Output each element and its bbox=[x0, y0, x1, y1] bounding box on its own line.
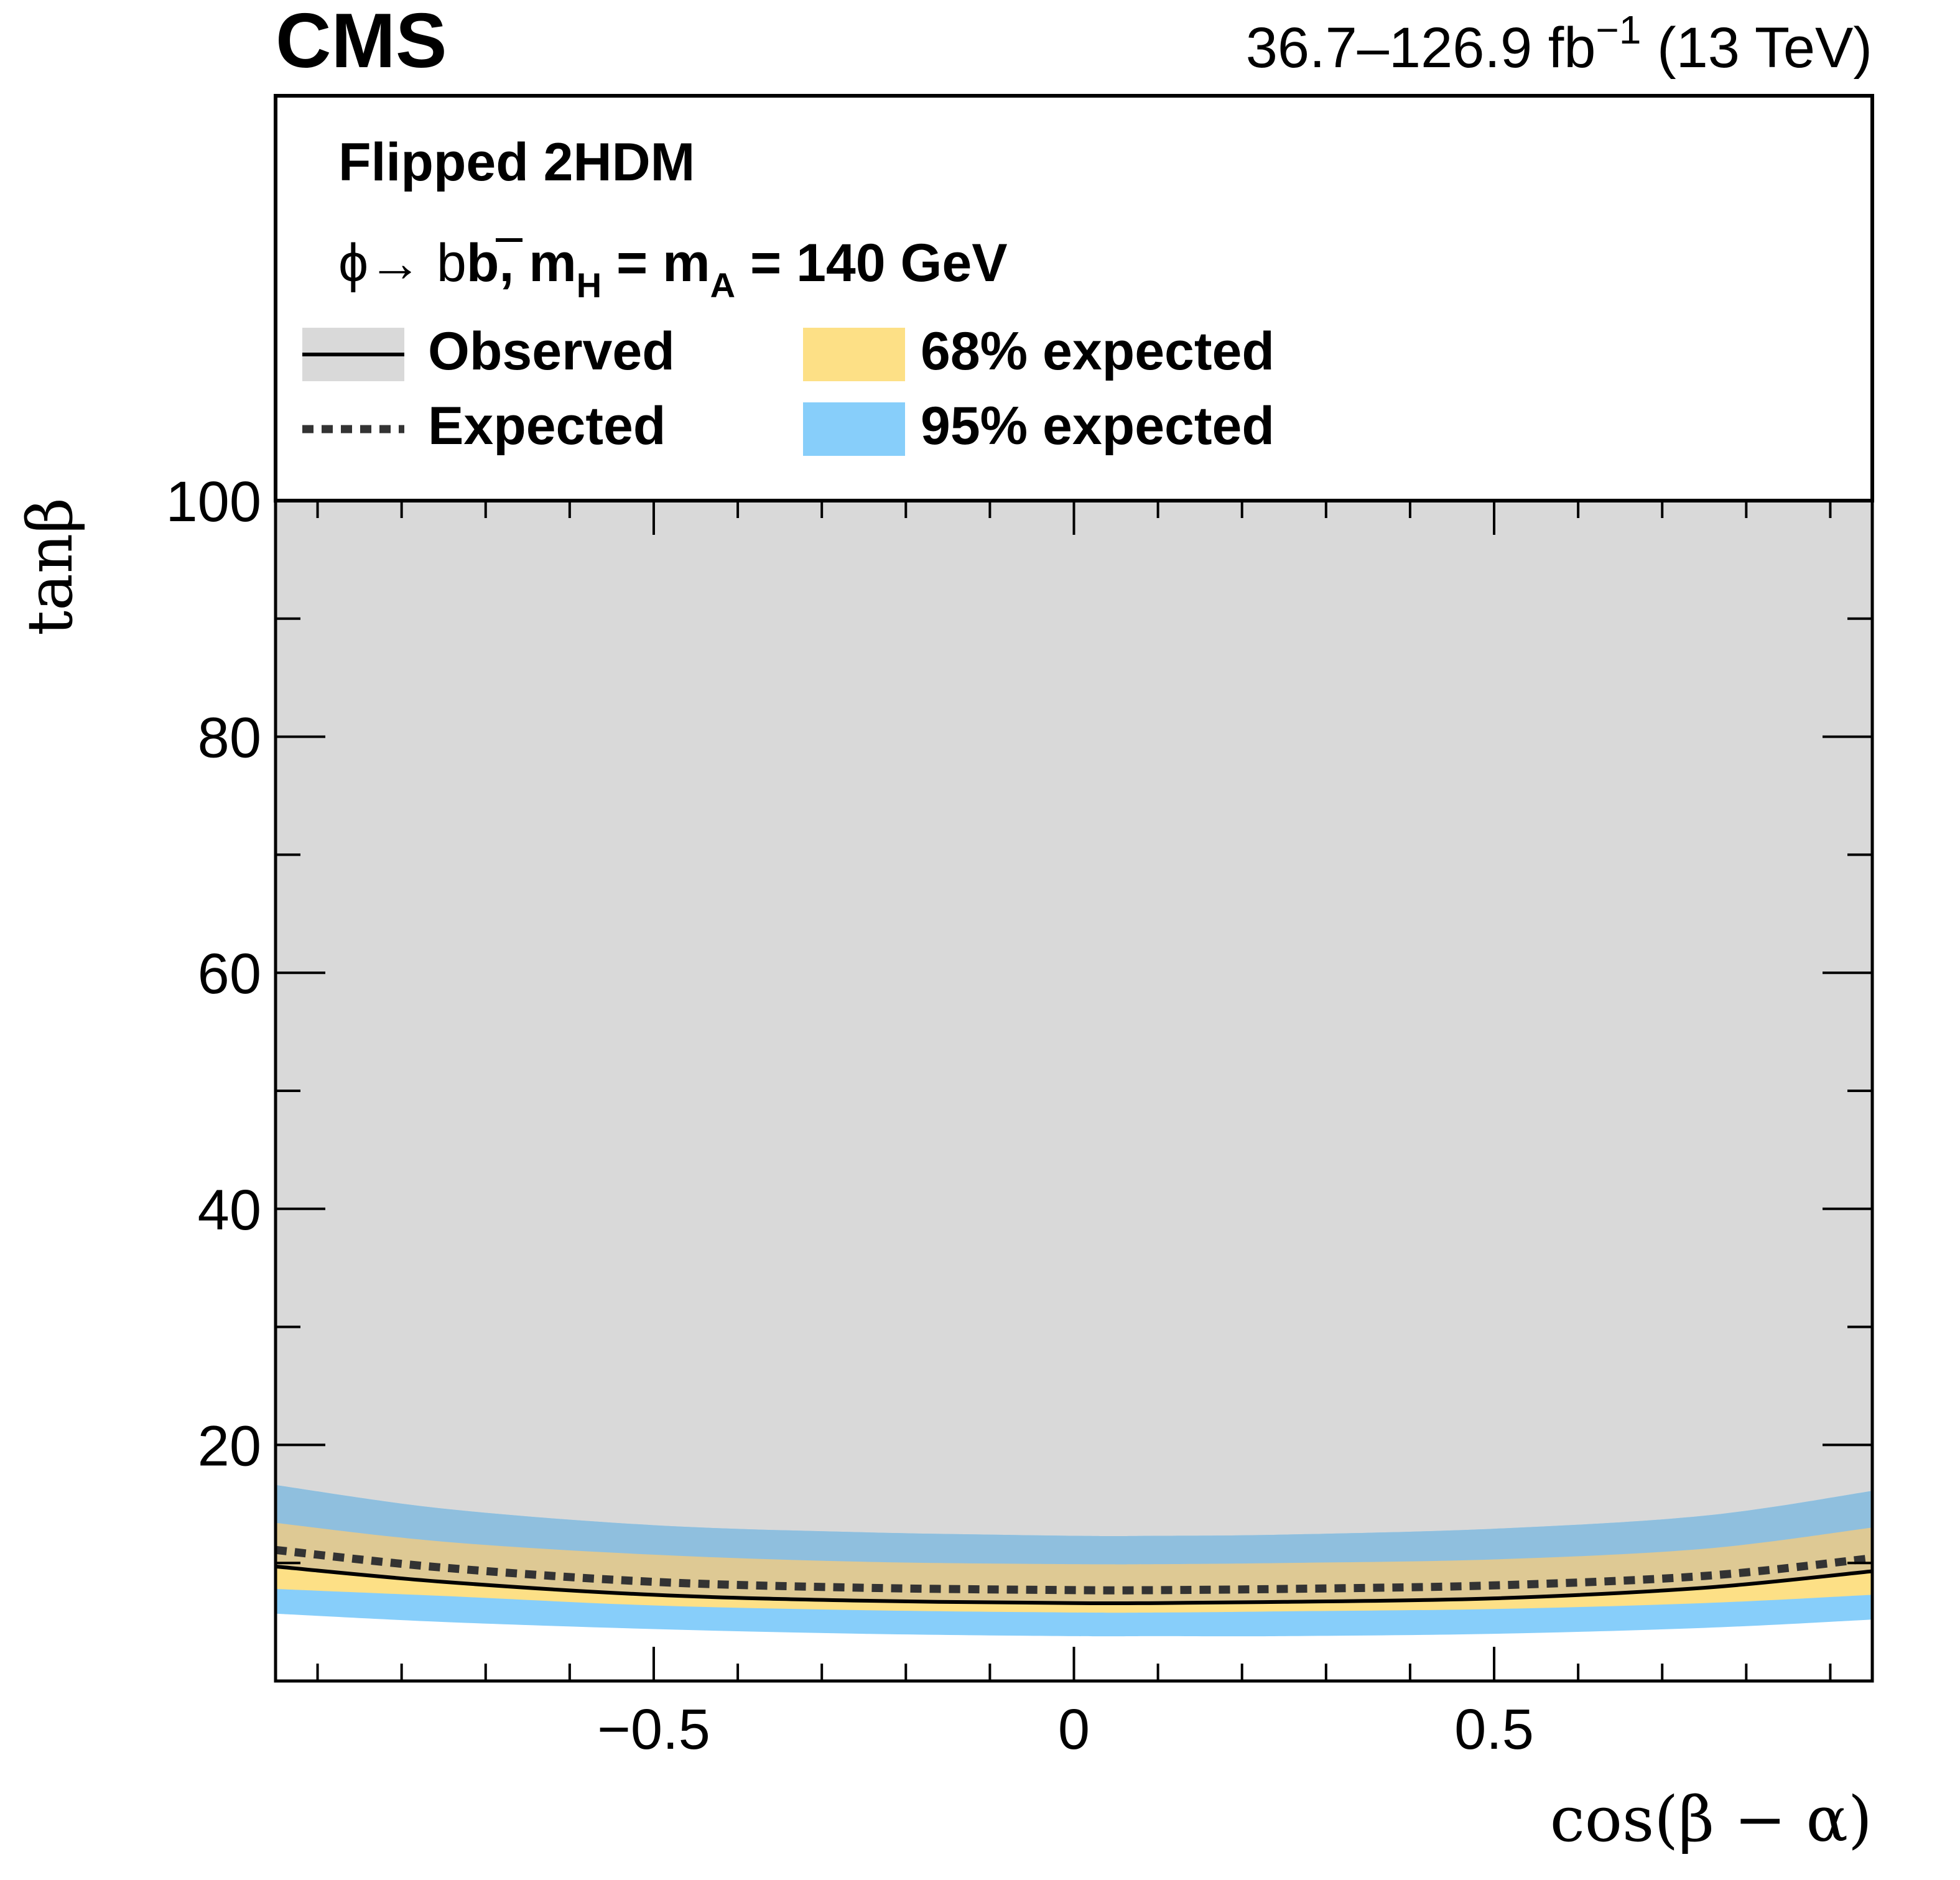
legend-model: Flipped 2HDM bbox=[338, 132, 695, 192]
legend-expected-label: Expected bbox=[428, 396, 666, 456]
x-tick-label: 0 bbox=[1058, 1698, 1090, 1761]
legend: Flipped 2HDM ϕ→ bb, mH = mA = 140 GeV Ob… bbox=[274, 94, 1874, 502]
plot-region bbox=[275, 501, 1873, 1637]
legend-observed-label: Observed bbox=[428, 322, 675, 381]
luminosity-label: 36.7–126.9 fb−1 (13 TeV) bbox=[1246, 7, 1872, 80]
experiment-label: CMS bbox=[276, 0, 447, 84]
y-tick-label: 40 bbox=[198, 1178, 261, 1242]
x-axis-title: cos(β − α) bbox=[1550, 1783, 1872, 1856]
y-tick-label: 60 bbox=[198, 942, 261, 1006]
legend-process: ϕ→ bb, mH = mA = 140 GeV bbox=[338, 233, 1008, 305]
x-axis-tick-labels: −0.5 0 0.5 bbox=[597, 1698, 1534, 1761]
y-axis-tick-labels: 20 40 60 80 100 bbox=[166, 470, 262, 1478]
legend-68-swatch bbox=[803, 328, 905, 381]
legend-95-swatch bbox=[803, 402, 905, 456]
observed-limit-line bbox=[275, 1564, 1873, 1606]
expected-limit-line bbox=[275, 1545, 1873, 1595]
y-axis-title: tanβ bbox=[14, 498, 86, 636]
y-axis-ticks bbox=[276, 499, 1872, 1565]
legend-frame bbox=[274, 94, 1874, 502]
legend-68-label: 68% expected bbox=[921, 322, 1275, 381]
legend-95-label: 95% expected bbox=[921, 396, 1275, 456]
y-tick-label: 80 bbox=[198, 706, 261, 770]
y-tick-label: 100 bbox=[166, 470, 262, 534]
x-axis-ticks bbox=[316, 501, 1832, 1681]
band-68-overlap bbox=[276, 1522, 1872, 1604]
x-tick-label: −0.5 bbox=[597, 1698, 710, 1761]
excluded-region bbox=[276, 501, 1872, 1604]
x-tick-label: 0.5 bbox=[1454, 1698, 1534, 1761]
y-tick-label: 20 bbox=[198, 1414, 261, 1478]
